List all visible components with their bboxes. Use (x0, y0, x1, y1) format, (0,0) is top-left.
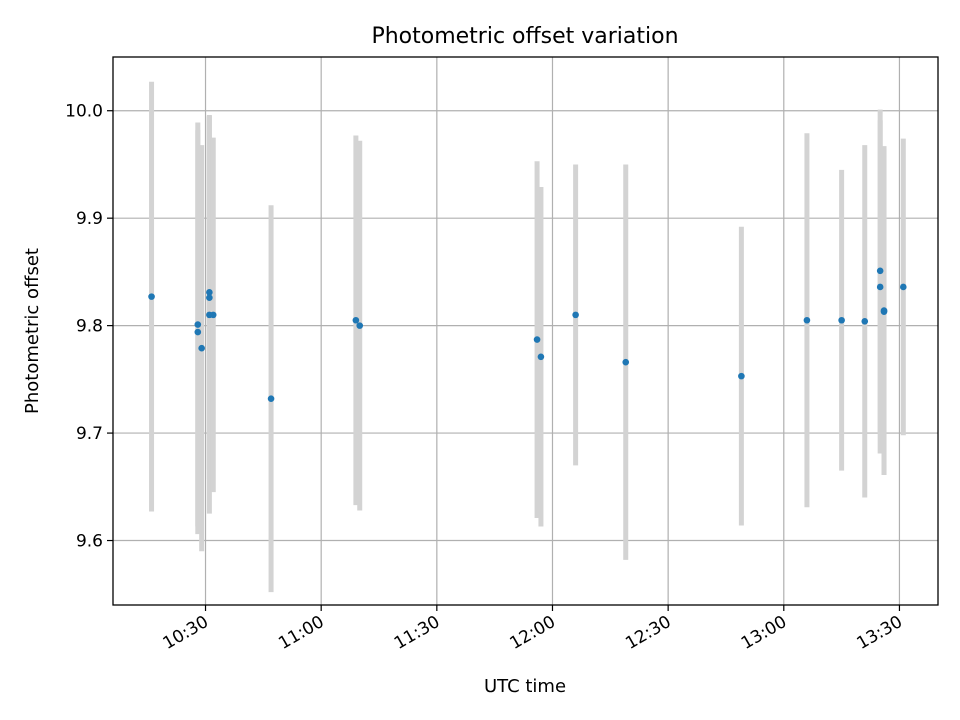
x-tick-label: 12:00 (507, 612, 559, 654)
data-point (900, 283, 907, 291)
data-point (198, 344, 205, 352)
y-tick-label: 9.6 (76, 532, 103, 552)
chart-title: Photometric offset variation (371, 24, 678, 49)
plot-frame (112, 56, 939, 606)
data-point (622, 358, 630, 366)
data-point (356, 322, 364, 329)
data-point (206, 289, 213, 296)
x-tick-label: 13:00 (738, 612, 790, 654)
tick-layer: 10:30 11:00 11:30 12:00 12:30 13:00 13:30 9.6 9.… (65, 102, 906, 654)
data-point (738, 372, 745, 380)
y-tick-label: 9.8 (76, 317, 103, 337)
y-axis-label: Photometric offset (22, 248, 43, 414)
x-tick-label: 11:30 (391, 612, 443, 654)
y-tick-label: 9.7 (76, 424, 103, 444)
data-point (194, 321, 202, 328)
data-point (838, 316, 845, 324)
errorbar-layer (149, 81, 906, 593)
grid-layer (113, 57, 938, 605)
point-layer (148, 267, 907, 402)
data-point (194, 328, 202, 336)
x-tick-label: 12:30 (622, 612, 674, 654)
x-axis-label: UTC time (484, 676, 566, 697)
x-tick-label: 10:30 (160, 612, 212, 654)
data-point (803, 316, 811, 324)
x-tick-label: 13:30 (854, 612, 906, 654)
data-point (876, 283, 884, 291)
data-point (537, 353, 545, 361)
data-point (267, 395, 275, 402)
y-tick-label: 9.9 (76, 209, 103, 229)
data-point (206, 294, 213, 301)
data-point (876, 267, 884, 275)
data-point (533, 336, 541, 343)
data-point (880, 308, 888, 315)
data-point (572, 311, 579, 319)
data-point (861, 318, 869, 325)
x-tick-label: 11:00 (275, 612, 327, 654)
data-point (209, 311, 217, 319)
data-point (148, 293, 155, 300)
y-tick-label: 10.0 (65, 102, 103, 122)
data-point (352, 316, 360, 324)
